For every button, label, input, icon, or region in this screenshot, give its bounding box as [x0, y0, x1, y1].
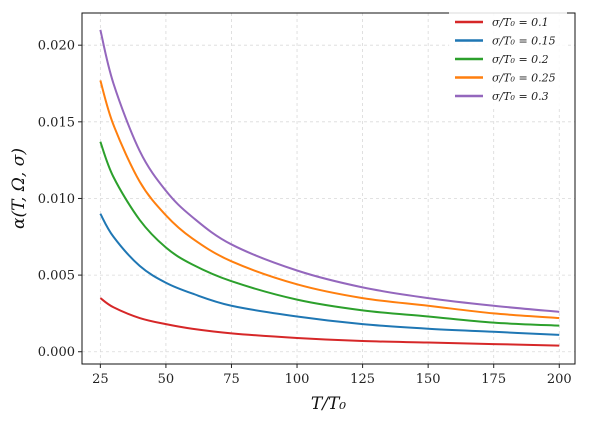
x-tick-label: 150	[416, 372, 441, 387]
legend-label-3: σ/T₀ = 0.2	[492, 53, 549, 66]
x-tick-label: 200	[547, 372, 572, 387]
y-tick-label: 0.005	[38, 269, 75, 284]
legend: σ/T₀ = 0.1 σ/T₀ = 0.15 σ/T₀ = 0.2 σ/T₀ = 0.…	[449, 12, 567, 109]
y-tick-label: 0.010	[38, 192, 75, 207]
x-tick-label: 175	[481, 372, 506, 387]
x-tick-label: 75	[223, 372, 240, 387]
series-line-2	[99, 213, 560, 336]
legend-label-5: σ/T₀ = 0.3	[492, 90, 549, 103]
x-tick-label: 100	[285, 372, 310, 387]
x-axis-label: T/T₀	[311, 394, 346, 414]
legend-box	[449, 12, 567, 109]
series-line-1	[99, 297, 560, 347]
y-tick-label: 0.015	[38, 115, 75, 130]
series-line-3	[99, 141, 560, 327]
plot-frame	[81, 12, 576, 365]
series-line-5	[99, 29, 560, 313]
legend-label-2: σ/T₀ = 0.15	[492, 35, 556, 48]
series-lines	[99, 29, 560, 347]
y-tick-label: 0.000	[38, 345, 75, 360]
x-tick-label: 50	[158, 372, 175, 387]
grid	[82, 13, 575, 364]
x-tick-label: 25	[92, 372, 109, 387]
y-tick-label: 0.020	[38, 39, 75, 54]
legend-label-1: σ/T₀ = 0.1	[492, 16, 549, 29]
x-tick-label: 125	[350, 372, 375, 387]
axis-ticks: 25 50 75 100 125 150 175 200 0.000 0.005 0.010 0.01…	[38, 39, 572, 387]
y-axis-label: α(T, Ω, σ)	[9, 148, 29, 229]
legend-label-4: σ/T₀ = 0.25	[492, 72, 556, 85]
series-line-4	[99, 80, 560, 320]
